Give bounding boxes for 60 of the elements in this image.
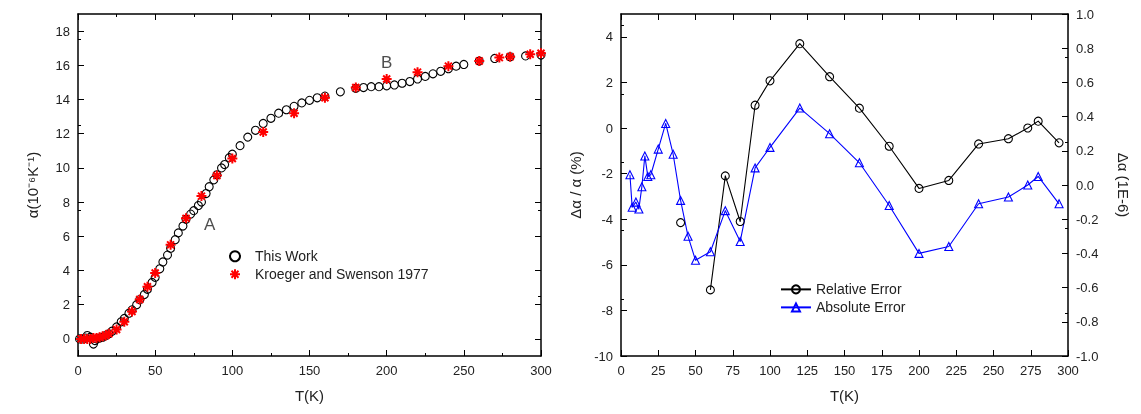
y2-tick-label: -0.2 (1076, 211, 1099, 227)
x-tick-label: 250 (982, 363, 1005, 378)
y-tick-label: 14 (55, 92, 70, 107)
y-tick-label: 16 (55, 57, 70, 73)
x-tick-label: 50 (147, 363, 163, 378)
y-tick-label: 0 (62, 331, 70, 347)
y-tick-label: -6 (601, 257, 613, 273)
y-axis-title: α(10⁻⁶K⁻¹) (24, 151, 41, 219)
x-tick-label: 225 (945, 363, 968, 378)
y-tick-label: 6 (62, 228, 70, 244)
legend-label: Kroeger and Swenson 1977 (255, 266, 429, 283)
y2-tick-label: 1.0 (1076, 6, 1095, 22)
y2-axis-title: Δα (1E-6) (1115, 152, 1132, 218)
x-axis-title: T(K) (829, 387, 860, 404)
legend-label: This Work (255, 248, 319, 265)
x-tick-label: 100 (759, 363, 781, 378)
x-tick-label: 0 (74, 363, 82, 378)
x-tick-label: 25 (651, 363, 666, 378)
y-tick-label: 8 (62, 194, 70, 210)
y-tick-label: 2 (62, 297, 70, 313)
y2-tick-label: -0.8 (1076, 314, 1099, 330)
y-tick-label: 4 (62, 263, 70, 278)
y-tick-label: -10 (594, 348, 613, 364)
legend-label: Relative Error (815, 281, 902, 298)
x-tick-label: 0 (617, 363, 625, 378)
x-tick-label: 175 (870, 363, 893, 378)
y-tick-label: -2 (601, 166, 613, 182)
y2-tick-label: -0.6 (1076, 280, 1099, 296)
y-tick-label: 2 (605, 74, 613, 90)
y-tick-label: 12 (55, 126, 70, 142)
x-tick-label: 200 (375, 363, 398, 378)
x-tick-label: 275 (1019, 363, 1042, 378)
x-tick-label: 100 (221, 363, 244, 378)
y2-tick-label: -1.0 (1076, 348, 1099, 364)
y-tick-label: -8 (601, 302, 613, 318)
x-tick-label: 150 (833, 363, 856, 378)
y2-tick-label: 0.0 (1076, 177, 1095, 193)
legend-label: Absolute Error (815, 299, 906, 316)
y2-tick-label: 0.4 (1076, 109, 1095, 125)
y2-tick-label: 0.2 (1076, 143, 1095, 159)
y-tick-label: 4 (605, 29, 613, 45)
x-tick-label: 250 (452, 363, 475, 378)
y-tick-label: -4 (601, 211, 613, 227)
y2-tick-label: 0.8 (1076, 40, 1095, 56)
y-tick-label: 18 (55, 23, 70, 39)
x-tick-label: 75 (725, 363, 740, 378)
y2-tick-label: -0.4 (1076, 245, 1099, 261)
x-tick-label: 50 (688, 363, 703, 378)
annotation: A (204, 215, 217, 235)
x-tick-label: 300 (530, 363, 552, 378)
x-tick-label: 150 (298, 363, 321, 378)
x-tick-label: 200 (908, 363, 930, 378)
y-tick-label: 0 (605, 120, 613, 136)
x-tick-label: 300 (1057, 363, 1079, 378)
y2-tick-label: 0.6 (1076, 74, 1095, 90)
x-tick-label: 125 (796, 363, 819, 378)
y-tick-label: 10 (55, 160, 70, 176)
x-axis-title: T(K) (294, 387, 325, 404)
y-axis-title: Δα / α (%) (567, 151, 584, 219)
annotation: B (380, 53, 393, 73)
